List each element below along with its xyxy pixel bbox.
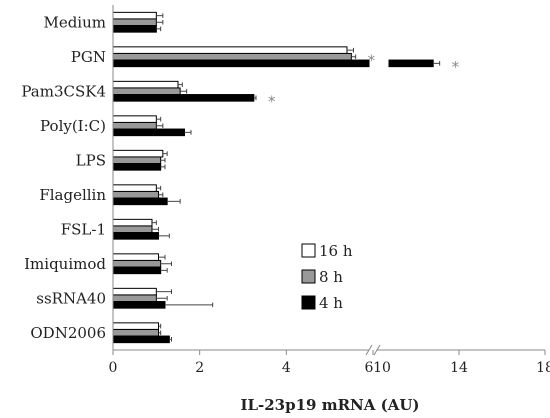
- legend-swatch-8-h: [301, 269, 316, 284]
- annotations: * * *: [268, 51, 460, 110]
- bar-poly-i-c-4-h: [112, 128, 185, 137]
- x-tick-label-10: 10: [373, 360, 391, 376]
- legend-label-8-h: 8 h: [319, 268, 343, 286]
- bar-pam3csk4-4-h: [112, 94, 255, 102]
- bar-pgn-8-h: [112, 52, 352, 61]
- legend-swatch-16-h: [301, 243, 316, 258]
- x-ticks: 0 2 4 6 10 14 18: [109, 350, 550, 376]
- x-tick-label-2: 2: [195, 360, 204, 376]
- category-label-flagellin: Flagellin: [39, 186, 106, 204]
- legend-label-16-h: 16 h: [319, 242, 353, 260]
- bar-medium-4-h: [112, 25, 157, 33]
- x-tick-label-0: 0: [109, 360, 118, 376]
- category-label-medium: Medium: [43, 13, 106, 31]
- axis-break-mark-left: [365, 344, 373, 356]
- category-label-ssrna40: ssRNA40: [36, 289, 106, 307]
- bar-flagellin-16-h: [112, 184, 157, 192]
- error-bars: [152, 13, 441, 342]
- bar-fsl-1-4-h: [112, 232, 159, 240]
- category-labels: Medium PGN Pam3CSK4 Poly(I:C) LPS Flagellin FS…: [21, 13, 106, 342]
- bar-lps-4-h: [112, 163, 162, 171]
- bar-medium-8-h: [112, 18, 157, 27]
- significance-marker-pam3csk4-4-h: *: [268, 93, 276, 111]
- significance-marker-pgn-8-h: *: [368, 51, 376, 69]
- bar-pam3csk4-16-h: [112, 80, 179, 89]
- bar-flagellin-8-h: [112, 190, 159, 199]
- category-label-fsl-1: FSL-1: [61, 220, 106, 238]
- bar-pgn-16-h: [112, 46, 348, 54]
- bars: [112, 11, 434, 344]
- bar-medium-16-h: [112, 11, 157, 20]
- bar-pam3csk4-8-h: [112, 87, 181, 96]
- bar-poly-i-c-16-h: [112, 115, 157, 123]
- category-label-imiquimod: Imiquimod: [24, 255, 106, 273]
- bar-pgn-4-h-continued: [388, 59, 434, 68]
- x-tick-label-14: 14: [450, 360, 468, 376]
- legend: 16 h 8 h 4 h: [301, 242, 353, 312]
- bar-fsl-1-16-h: [112, 218, 153, 227]
- bar-ssrna40-16-h: [112, 287, 157, 296]
- x-axis-label: IL-23p19 mRNA (AU): [240, 396, 419, 414]
- bar-flagellin-4-h: [112, 197, 168, 206]
- x-tick-label-4: 4: [282, 360, 291, 376]
- bar-pgn-4-h: [112, 59, 370, 68]
- category-label-odn2006: ODN2006: [30, 324, 106, 342]
- bar-odn2006-8-h: [112, 328, 159, 337]
- bar-ssrna40-4-h: [112, 301, 166, 309]
- bar-lps-16-h: [112, 149, 164, 158]
- bar-imiquimod-4-h: [112, 266, 162, 275]
- category-label-poly-i-c: Poly(I:C): [40, 117, 106, 135]
- bar-odn2006-16-h: [112, 322, 159, 330]
- bar-odn2006-4-h: [112, 335, 170, 344]
- category-label-lps: LPS: [76, 151, 106, 169]
- bar-ssrna40-8-h: [112, 294, 157, 303]
- x-tick-label-18: 18: [536, 360, 550, 376]
- bar-imiquimod-16-h: [112, 253, 159, 261]
- category-label-pam3csk4: Pam3CSK4: [21, 82, 106, 100]
- x-tick-label-6: 6: [365, 360, 374, 376]
- bar-lps-8-h: [112, 156, 162, 165]
- legend-swatch-4-h: [301, 295, 316, 310]
- bar-poly-i-c-8-h: [112, 121, 157, 130]
- legend-label-4-h: 4 h: [319, 294, 343, 312]
- significance-marker-pgn-4-h: *: [452, 58, 460, 76]
- bar-fsl-1-8-h: [112, 225, 153, 234]
- category-label-pgn: PGN: [71, 48, 106, 66]
- bar-imiquimod-8-h: [112, 259, 162, 268]
- axis-break-mark-right: [373, 344, 381, 356]
